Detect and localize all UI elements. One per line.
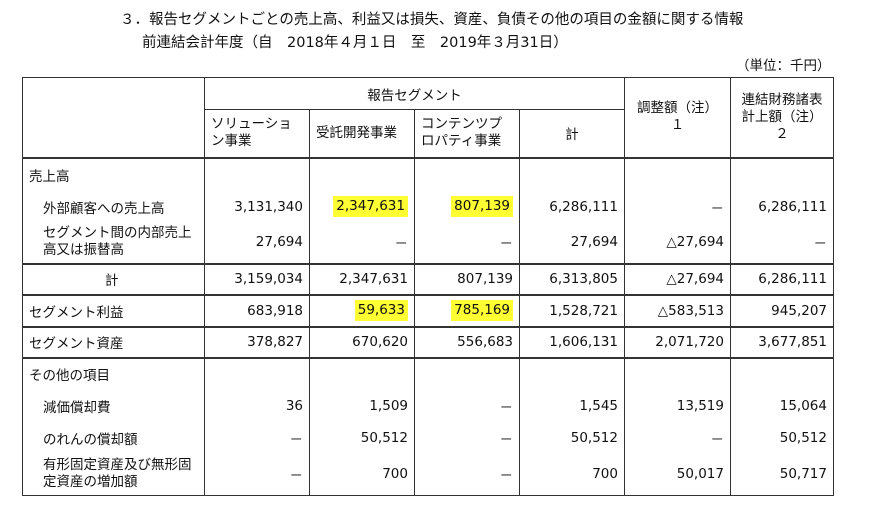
cell-value: △27,694 <box>624 262 731 295</box>
cell-value: － <box>204 421 310 454</box>
table-row-intersegment: セグメント間の内部売上高又は振替高 27,694 － － 27,694 △27,… <box>22 221 834 264</box>
cell-value: 27,694 <box>519 221 625 264</box>
unit-label: （単位：千円） <box>736 58 831 74</box>
table-row-depreciation: 減価償却費 36 1,509 － 1,545 13,519 15,064 <box>22 389 834 422</box>
cell-value: 683,918 <box>204 293 310 327</box>
cell-value: 27,694 <box>204 221 310 264</box>
header-content: コンテンツプロパティ事業 <box>414 109 520 158</box>
cell-value: 3,159,034 <box>204 262 310 295</box>
cell-value: 700 <box>519 453 625 496</box>
cell-value: △27,694 <box>624 221 731 264</box>
cell-value: 378,827 <box>204 325 310 358</box>
table-row-segment-assets: セグメント資産 378,827 670,620 556,683 1,606,13… <box>22 325 834 358</box>
cell-value: － <box>414 389 520 422</box>
cell-value: 36 <box>204 389 310 422</box>
cell-value: 2,347,631 <box>309 262 415 295</box>
cell-value: 807,139 <box>414 262 520 295</box>
row-label: セグメント利益 <box>22 293 205 327</box>
cell-value: － <box>414 421 520 454</box>
cell-value: 1,509 <box>309 389 415 422</box>
header-row-1: 報告セグメント 調整額（注）１ 連結財務諸表計上額（注）２ <box>22 77 834 158</box>
cell-value: 556,683 <box>414 325 520 358</box>
cell-value: 1,528,721 <box>519 293 625 327</box>
cell-value-highlighted: 807,139 <box>451 196 513 217</box>
cell-value: － <box>309 221 415 264</box>
section-title: ３．報告セグメントごとの売上高、利益又は損失、資産、負債その他の項目の金額に関す… <box>120 12 744 28</box>
table-row-segment-profit: セグメント利益 683,918 59,633 785,169 1,528,721… <box>22 293 834 327</box>
segment-table: 報告セグメント 調整額（注）１ 連結財務諸表計上額（注）２ ソリューション事業 … <box>22 77 834 496</box>
cell-value: △583,513 <box>624 293 731 327</box>
header-total: 計 <box>519 109 625 158</box>
cell-value-highlighted: 785,169 <box>451 300 513 321</box>
cell-value: 50,512 <box>309 421 415 454</box>
table-row-goodwill: のれんの償却額 － 50,512 － 50,512 － 50,512 <box>22 421 834 454</box>
table-row-sales-header: 売上高 <box>22 156 834 192</box>
cell-value: － <box>624 191 731 222</box>
period-subtitle: 前連結会計年度（自 2018年４月１日 至 2019年３月31日） <box>142 35 568 51</box>
cell-value: － <box>624 421 731 454</box>
cell-value: － <box>414 453 520 496</box>
cell-value: 3,677,851 <box>730 325 834 358</box>
header-solution: ソリューション事業 <box>204 109 310 158</box>
cell-value: － <box>204 453 310 496</box>
row-label: 減価償却費 <box>22 389 205 422</box>
cell-value-highlighted: 2,347,631 <box>333 196 408 217</box>
cell-value: 13,519 <box>624 389 731 422</box>
cell-value: 2,071,720 <box>624 325 731 358</box>
cell-value: － <box>730 221 834 264</box>
cell-value: 3,131,340 <box>204 191 310 222</box>
header-segment-group: 報告セグメント <box>204 77 625 110</box>
cell-value: 670,620 <box>309 325 415 358</box>
row-label: その他の項目 <box>22 356 205 390</box>
cell-value: 6,313,805 <box>519 262 625 295</box>
header-contract: 受託開発事業 <box>309 109 415 158</box>
header-adjustment: 調整額（注）１ <box>624 77 731 158</box>
header-blank <box>22 77 205 158</box>
header-row-2: ソリューション事業 受託開発事業 コンテンツプロパティ事業 計 <box>23 109 834 158</box>
cell-value: 700 <box>309 453 415 496</box>
row-label: 計 <box>22 262 205 295</box>
table-row-fixed-assets: 有形固定資産及び無形固定資産の増加額 － 700 － 700 50,017 50… <box>22 453 834 496</box>
cell-value: 50,512 <box>519 421 625 454</box>
cell-value: 1,545 <box>519 389 625 422</box>
row-label: 売上高 <box>22 156 205 192</box>
table-row-subtotal: 計 3,159,034 2,347,631 807,139 6,313,805 … <box>22 262 834 295</box>
header-consolidated: 連結財務諸表計上額（注）２ <box>730 77 834 158</box>
cell-value: 945,207 <box>730 293 834 327</box>
table-row-external-sales: 外部顧客への売上高 3,131,340 2,347,631 807,139 6,… <box>22 191 834 222</box>
cell-value: 6,286,111 <box>730 191 834 222</box>
cell-value: 6,286,111 <box>730 262 834 295</box>
row-label: のれんの償却額 <box>22 421 205 454</box>
row-label: セグメント資産 <box>22 325 205 358</box>
cell-value: 50,512 <box>730 421 834 454</box>
cell-value-highlighted: 59,633 <box>354 300 408 321</box>
cell-value: 1,606,131 <box>519 325 625 358</box>
cell-value: 15,064 <box>730 389 834 422</box>
cell-value: － <box>414 221 520 264</box>
cell-value: 50,017 <box>624 453 731 496</box>
row-label: 外部顧客への売上高 <box>22 191 205 222</box>
row-label: セグメント間の内部売上高又は振替高 <box>22 221 205 264</box>
cell-value: 50,717 <box>730 453 834 496</box>
cell-value: 6,286,111 <box>519 191 625 222</box>
row-label: 有形固定資産及び無形固定資産の増加額 <box>22 453 205 496</box>
table-row-other-header: その他の項目 <box>22 356 834 390</box>
